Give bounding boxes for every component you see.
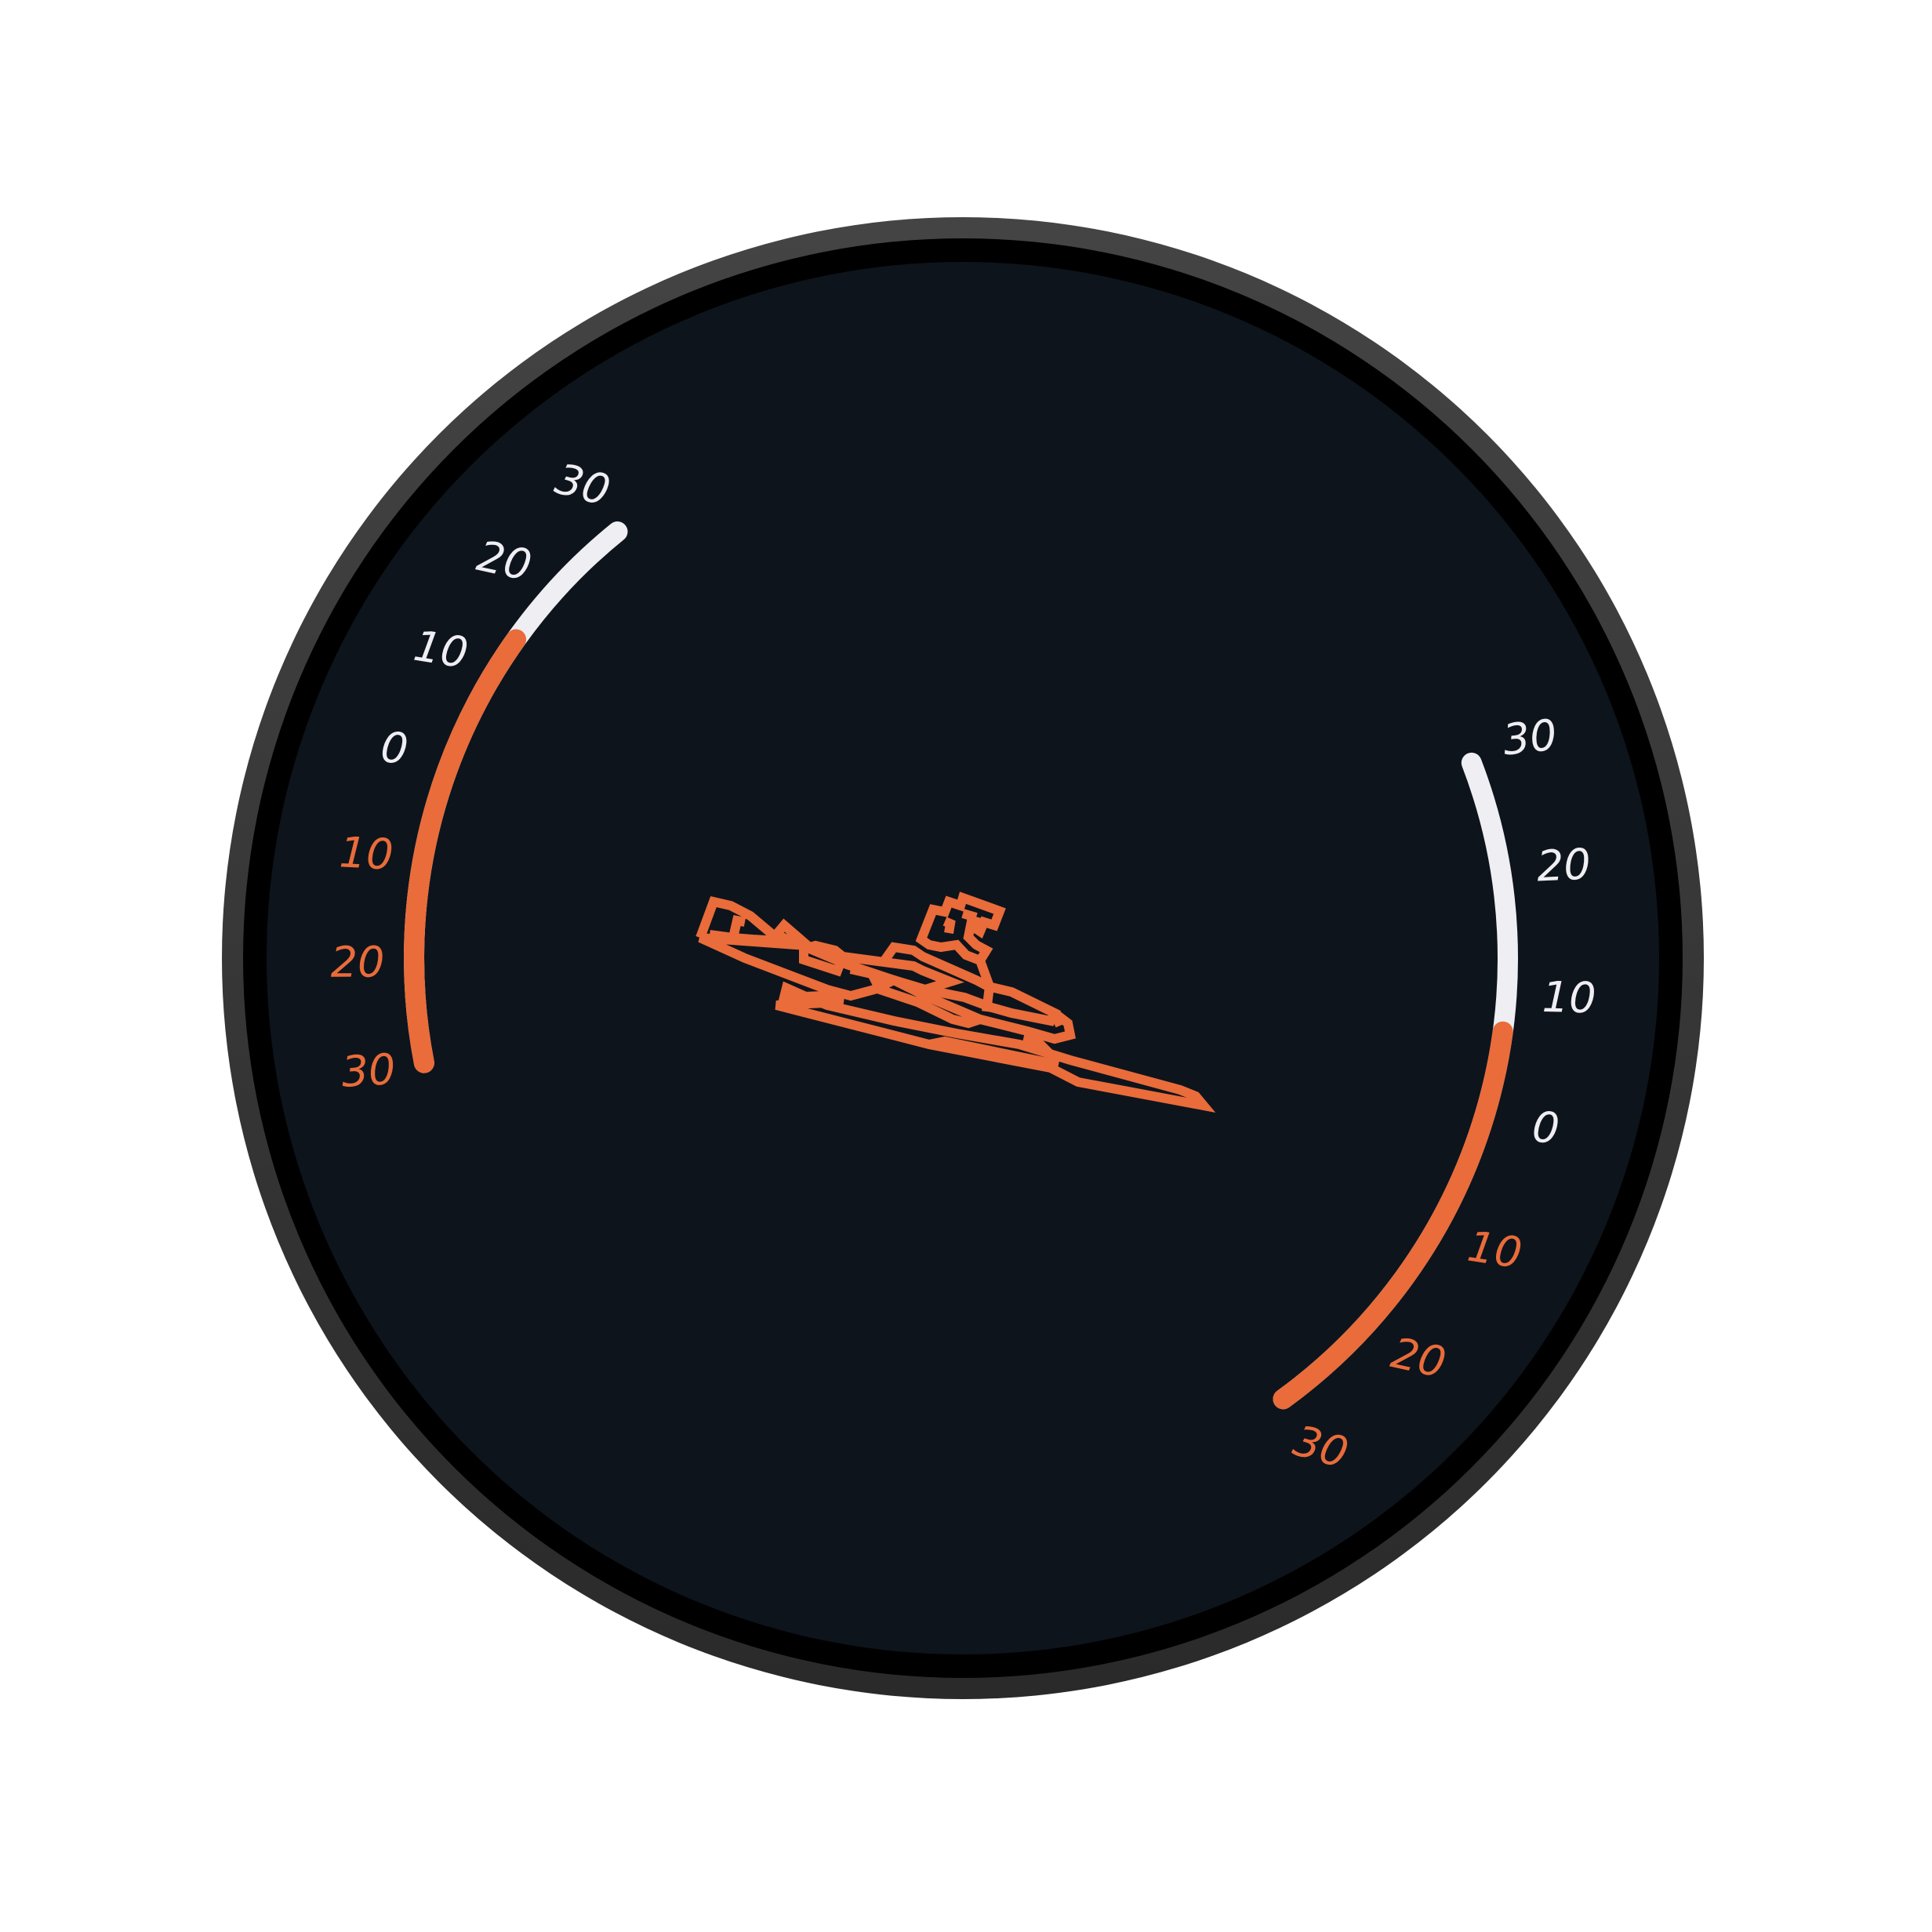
left-scale-tick-label: 20 (473, 531, 536, 590)
right-scale-tick-label: 30 (1500, 710, 1559, 764)
right-scale-tick-label: 10 (1465, 1222, 1525, 1279)
right-scale-tick-label: 20 (1387, 1328, 1451, 1388)
left-scale-tick-label: 30 (340, 1044, 397, 1097)
left-scale-tick-label: 10 (410, 621, 471, 678)
right-scale-tick-label: 0 (1531, 1102, 1562, 1153)
right-scale-fill (1273, 1021, 1513, 1410)
left-scale-tick-label: 0 (379, 722, 411, 774)
right-scale-tick-label: 10 (1542, 972, 1596, 1022)
left-scale-tick-label: 10 (338, 827, 394, 879)
right-scale-tick-label: 20 (1536, 840, 1592, 892)
left-scale-fill (404, 629, 527, 1073)
left-scale-tick-label: 20 (331, 938, 385, 987)
ship-icon (695, 892, 1216, 1113)
